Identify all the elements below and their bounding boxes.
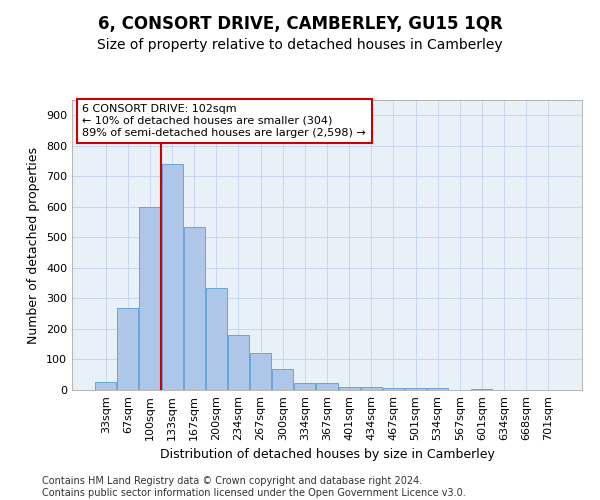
Bar: [250, 354, 271, 390]
Bar: [139, 207, 160, 390]
Bar: [472, 389, 493, 390]
Bar: [228, 335, 249, 390]
Bar: [184, 226, 205, 390]
Y-axis label: Number of detached properties: Number of detached properties: [28, 146, 40, 344]
Bar: [338, 387, 359, 390]
Text: 6, CONSORT DRIVE, CAMBERLEY, GU15 1QR: 6, CONSORT DRIVE, CAMBERLEY, GU15 1QR: [98, 15, 502, 33]
X-axis label: Distribution of detached houses by size in Camberley: Distribution of detached houses by size …: [160, 448, 494, 461]
Bar: [361, 387, 382, 390]
Bar: [383, 388, 404, 390]
Bar: [316, 384, 338, 390]
Text: Size of property relative to detached houses in Camberley: Size of property relative to detached ho…: [97, 38, 503, 52]
Bar: [295, 384, 316, 390]
Bar: [206, 288, 227, 390]
Bar: [95, 382, 116, 390]
Text: 6 CONSORT DRIVE: 102sqm
← 10% of detached houses are smaller (304)
89% of semi-d: 6 CONSORT DRIVE: 102sqm ← 10% of detache…: [82, 104, 366, 138]
Bar: [161, 164, 182, 390]
Bar: [405, 388, 426, 390]
Text: Contains HM Land Registry data © Crown copyright and database right 2024.
Contai: Contains HM Land Registry data © Crown c…: [42, 476, 466, 498]
Bar: [272, 369, 293, 390]
Bar: [118, 308, 139, 390]
Bar: [427, 388, 448, 390]
